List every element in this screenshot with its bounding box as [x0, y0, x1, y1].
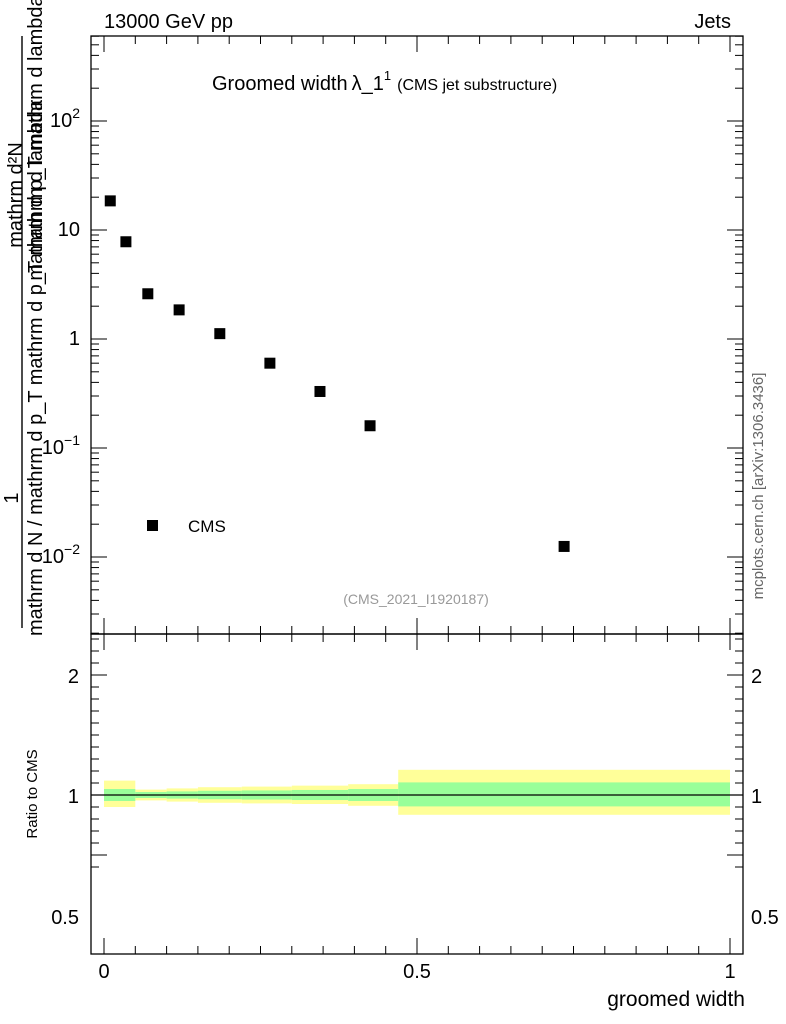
- ratio-y-tick-label-right-2: 2: [751, 666, 762, 688]
- ratio-x-ticks: [103, 634, 731, 954]
- main-y-axis-label: 1 mathrm d N / mathrm d p_T mathrm d p_T…: [1, 0, 47, 636]
- analysis-id: (CMS_2021_I1920187): [343, 591, 489, 607]
- x-tick-label-1: 1: [724, 961, 735, 983]
- data-point-3: [173, 304, 185, 316]
- data-point-8: [558, 540, 570, 552]
- ratio-y-ticks: [91, 638, 743, 868]
- data-point-5: [264, 357, 276, 369]
- y-label-stacked-0: mathrm d²N: [5, 142, 27, 248]
- y-tick-label-1: 1: [69, 328, 80, 350]
- x-tick-label-0.5: 0.5: [403, 961, 431, 983]
- y-tick-label-0.1: 10−1: [42, 432, 80, 459]
- data-point-6: [314, 385, 326, 397]
- data-point-2: [142, 288, 154, 300]
- title-main: Groomed width: [212, 73, 348, 95]
- legend-marker: [147, 520, 158, 531]
- main-plot-frame: [90, 35, 744, 635]
- main-y-ticks: [91, 35, 743, 634]
- main-y-tick-labels: 10−2 10−1 1 10 102: [42, 105, 80, 568]
- data-points: [104, 195, 570, 552]
- ratio-y-tick-label-left-1: 1: [68, 786, 79, 808]
- data-point-0: [104, 195, 116, 207]
- ratio-plot-panel: 2 1 0.5 2 1 0.5 0 0.5 1 Ratio to CMS gro…: [24, 633, 779, 1011]
- ratio-y-tick-label-right-0.5: 0.5: [751, 907, 779, 929]
- y-label-numerator: 1: [1, 492, 23, 503]
- y-tick-label-100: 102: [50, 105, 80, 132]
- x-tick-label-0: 0: [98, 961, 109, 983]
- data-point-1: [120, 236, 132, 248]
- legend-label: CMS: [188, 517, 226, 536]
- x-axis-label: groomed width: [607, 988, 745, 1011]
- ratio-y-tick-label-right-1: 1: [751, 786, 762, 808]
- data-point-4: [214, 328, 226, 340]
- title-symbol: λ_1: [352, 73, 384, 95]
- title-superscript: 1: [384, 68, 391, 83]
- header-left: 13000 GeV pp: [104, 11, 233, 33]
- side-label: mcplots.cern.ch [arXiv:1306.3436]: [750, 373, 767, 600]
- uncertainty-bands: [104, 769, 730, 815]
- y-label-denominator: mathrm d N / mathrm d p_T mathrm d p_T m…: [25, 99, 47, 636]
- main-x-ticks: [103, 36, 731, 634]
- ratio-y-tick-label-left-2: 2: [68, 666, 79, 688]
- main-plot-panel: 10−2 10−1 1 10 102 Groomed width λ_11(CMS…: [42, 35, 744, 635]
- ratio-y-tick-label-left-0.5: 0.5: [51, 907, 79, 929]
- y-tick-label-10: 10: [58, 219, 80, 241]
- plot-title: Groomed width λ_11 (CMS jet substructure): [212, 68, 557, 95]
- ratio-y-axis-label: Ratio to CMS: [24, 749, 41, 838]
- header-right: Jets: [694, 11, 731, 33]
- y-label-stacked-1: mathrm d p_T mathrm d lambda: [25, 0, 47, 281]
- data-point-7: [364, 420, 376, 432]
- y-tick-label-0.01: 10−2: [42, 541, 80, 568]
- title-sub: (CMS jet substructure): [397, 77, 557, 94]
